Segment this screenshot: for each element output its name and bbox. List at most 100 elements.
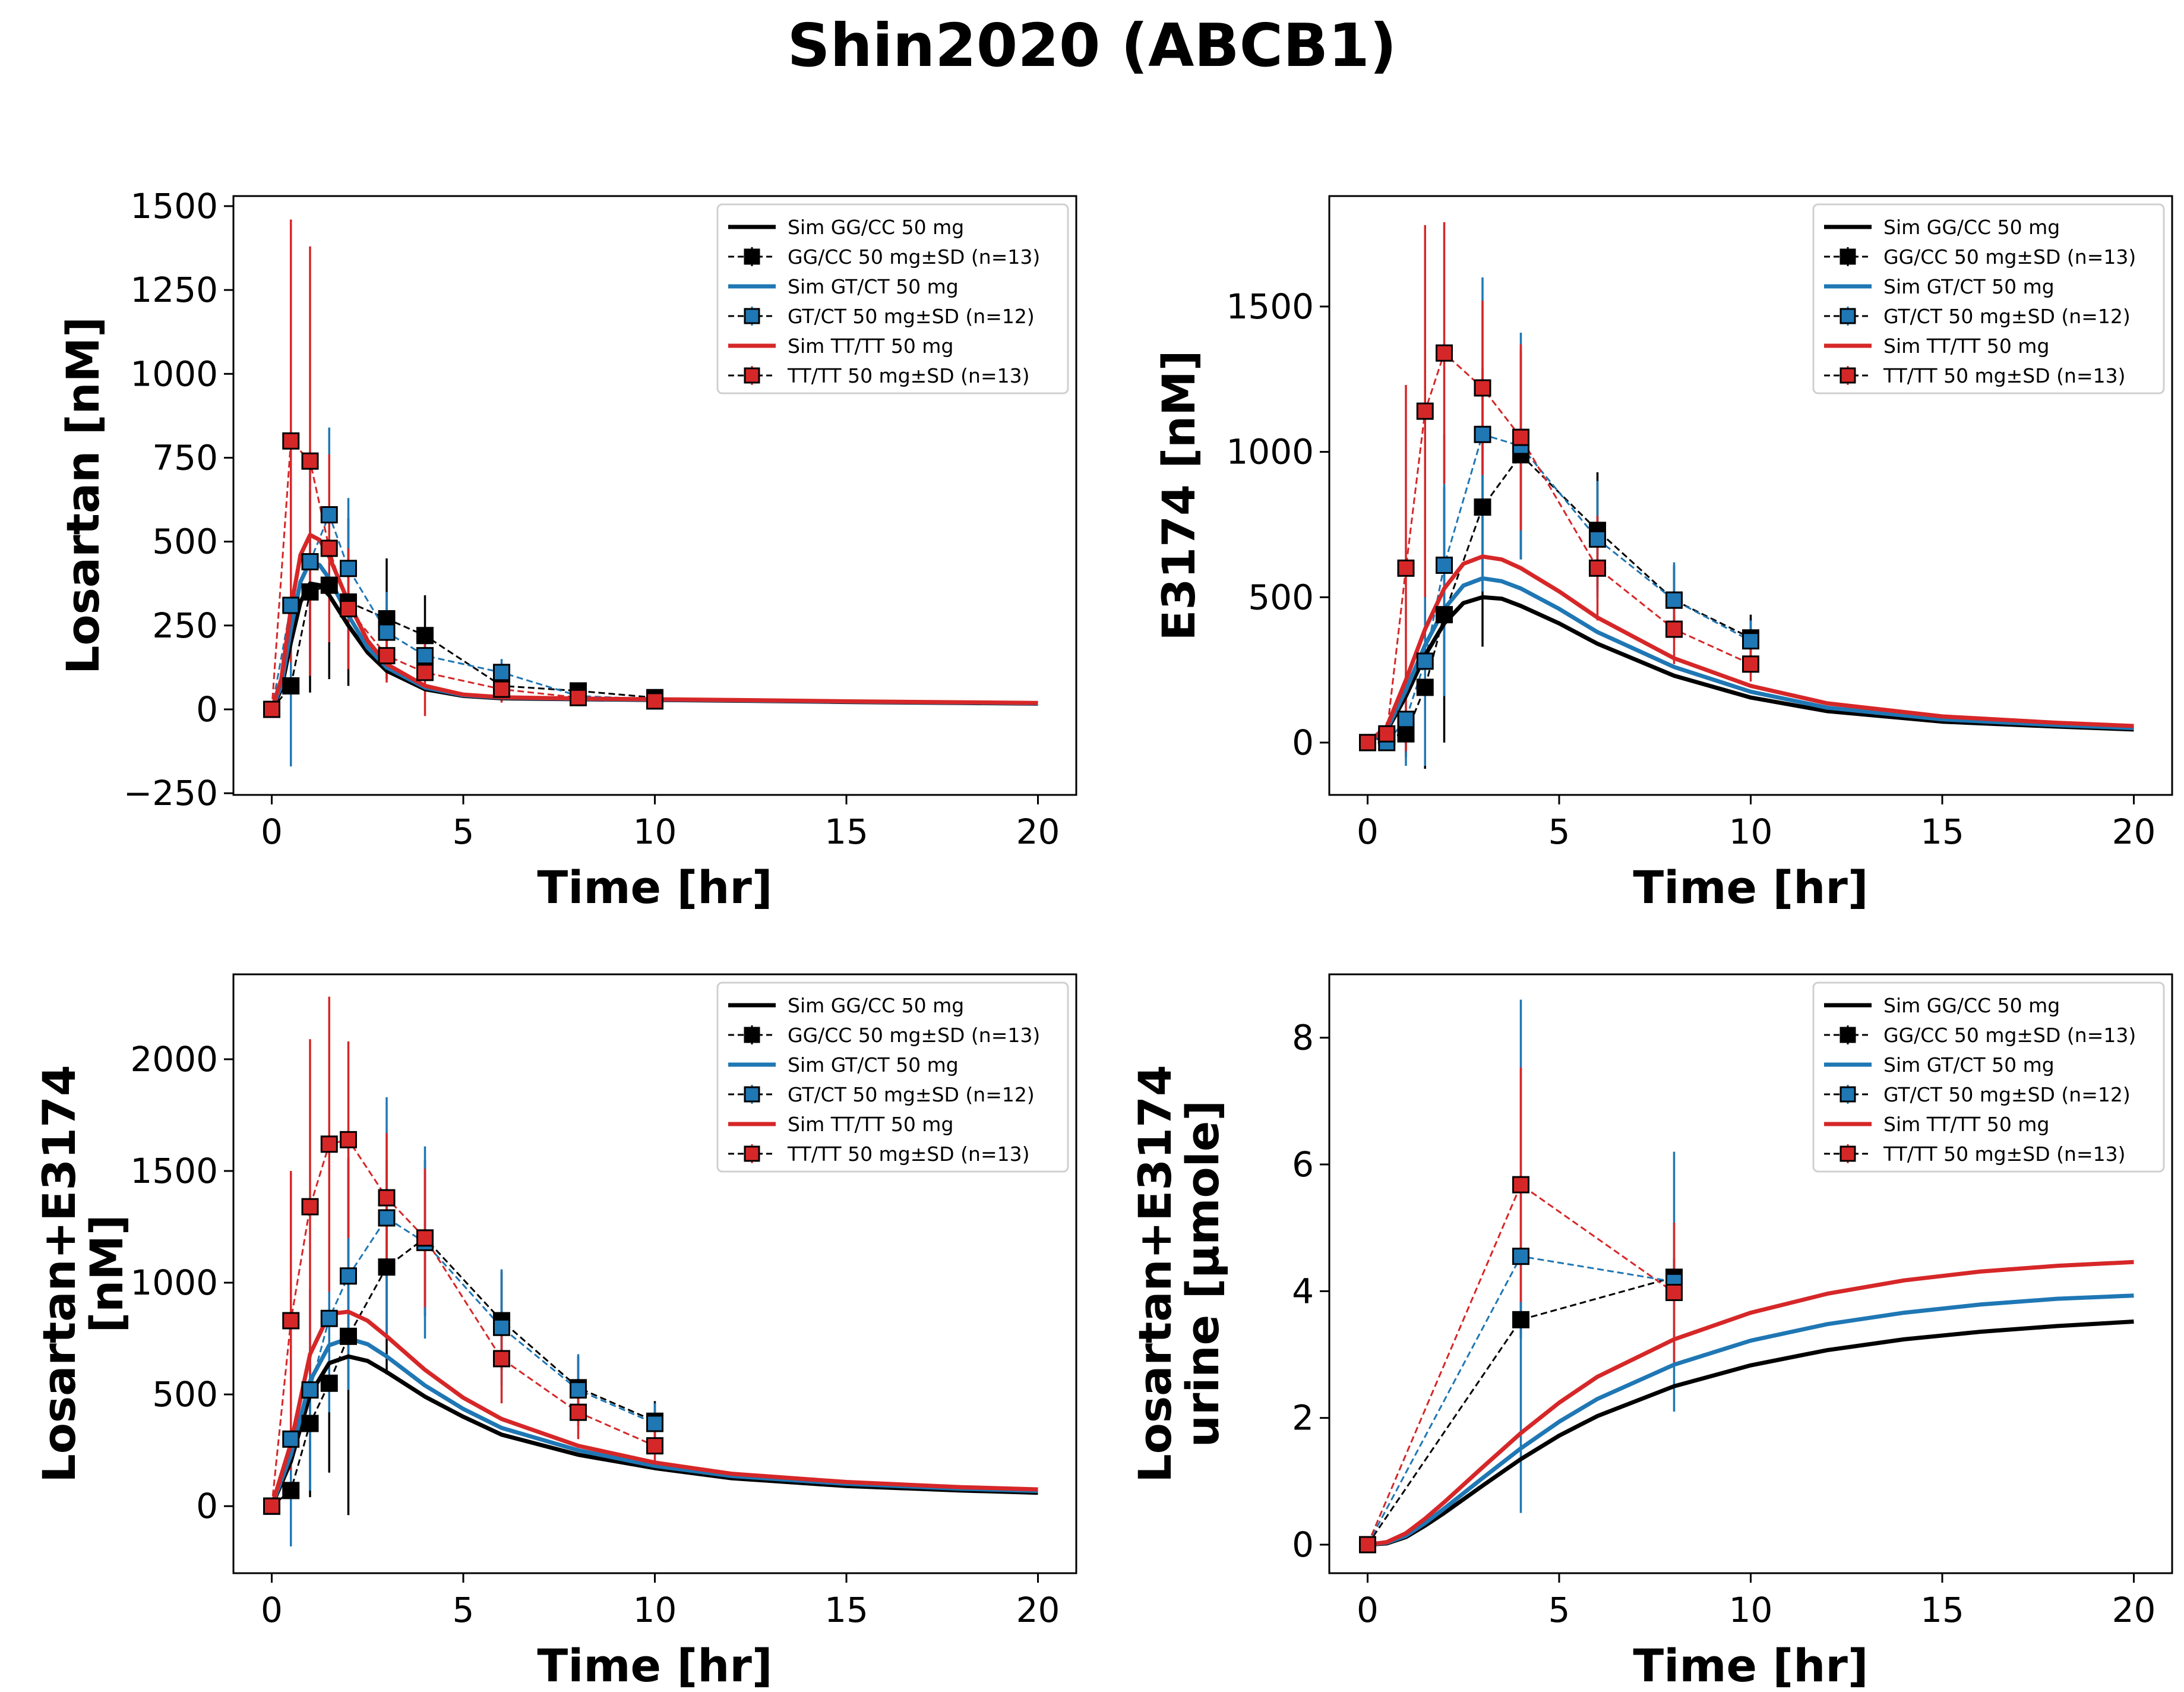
data-point xyxy=(570,1381,587,1399)
axes-frame xyxy=(232,195,1077,796)
x-tick-label: 15 xyxy=(1920,812,1964,852)
axes-frame xyxy=(232,973,1077,1574)
legend-marker-swatch xyxy=(744,367,760,384)
data-point xyxy=(1665,591,1683,609)
sim-line-tt-tt xyxy=(1367,1259,2134,1547)
axes-frame xyxy=(1328,195,2173,796)
plot-area xyxy=(263,219,1038,766)
x-tick-label: 20 xyxy=(2112,1590,2156,1630)
data-point xyxy=(378,647,396,665)
data-point xyxy=(301,1381,319,1399)
data-point xyxy=(340,1267,357,1285)
data-point xyxy=(320,506,338,523)
data-point xyxy=(301,553,319,571)
legend-label: Sim GT/CT 50 mg xyxy=(1883,275,2055,298)
data-point xyxy=(570,689,587,706)
figure-title: Shin2020 (ABCB1) xyxy=(787,11,1397,80)
data-point xyxy=(1742,655,1759,673)
y-tick-label: −250 xyxy=(124,773,218,813)
data-point xyxy=(416,664,434,681)
data-point xyxy=(1397,559,1415,577)
y-tick-label: 500 xyxy=(152,522,218,562)
observed-line-gg-cc xyxy=(1367,1276,1674,1545)
y-tick-label: 2000 xyxy=(130,1039,218,1079)
data-point xyxy=(301,1198,319,1216)
data-point xyxy=(282,432,300,450)
x-tick-label: 10 xyxy=(633,1590,677,1630)
legend-label: TT/TT 50 mg±SD (n=13) xyxy=(787,1142,1029,1166)
x-axis-label: Time [hr] xyxy=(537,1639,772,1692)
x-axis-label: Time [hr] xyxy=(537,861,772,914)
data-point xyxy=(320,1135,338,1153)
x-tick-label: 5 xyxy=(1548,1590,1570,1630)
y-axis-label: Losartan+E3174 xyxy=(1129,1065,1181,1482)
legend-label: Sim TT/TT 50 mg xyxy=(1883,334,2049,358)
y-tick-label: 0 xyxy=(196,689,218,730)
legend-label: Sim TT/TT 50 mg xyxy=(788,1113,953,1136)
observed-line-gg-cc xyxy=(271,584,655,710)
data-point xyxy=(493,1318,510,1336)
legend-marker-swatch xyxy=(744,1086,760,1103)
data-point xyxy=(1665,1283,1683,1301)
sim-line-tt-tt xyxy=(270,1309,1038,1507)
data-point xyxy=(1512,1176,1529,1194)
data-point xyxy=(282,677,300,695)
legend-marker-swatch xyxy=(744,1145,760,1162)
data-point xyxy=(493,664,510,681)
data-point xyxy=(263,1497,280,1515)
data-point xyxy=(282,1312,300,1330)
observed-line-tt-tt xyxy=(271,438,655,710)
observed-line-gt-ct xyxy=(271,512,655,710)
data-point xyxy=(301,1415,319,1432)
data-point xyxy=(1742,632,1759,650)
legend-label: GG/CC 50 mg±SD (n=13) xyxy=(1883,1024,2136,1047)
y-tick-label: 1000 xyxy=(130,353,218,394)
x-axis-label: Time [hr] xyxy=(1633,861,1868,914)
observed-line-tt-tt xyxy=(271,1138,656,1507)
legend: Sim GG/CC 50 mg GG/CC 50 mg±SD (n=13) Sim … xyxy=(1812,981,2165,1173)
y-tick-label: 1500 xyxy=(130,1151,218,1191)
data-point xyxy=(340,1131,357,1148)
y-tick-label: 500 xyxy=(1248,577,1314,617)
data-point xyxy=(570,1403,587,1421)
x-tick-label: 10 xyxy=(1729,1590,1773,1630)
data-point xyxy=(320,539,338,557)
data-point xyxy=(378,1209,396,1227)
legend-label: GT/CT 50 mg±SD (n=12) xyxy=(1883,1083,2131,1106)
data-point xyxy=(1512,428,1529,446)
y-axis-label: Losartan [nM] xyxy=(56,317,109,674)
y-axis-label: E3174 [nM] xyxy=(1152,350,1205,640)
x-tick-label: 15 xyxy=(824,1590,868,1630)
legend: Sim GG/CC 50 mg GG/CC 50 mg±SD (n=13) Sim … xyxy=(716,981,1069,1173)
y-tick-label: 1000 xyxy=(130,1262,218,1303)
x-tick-label: 0 xyxy=(261,812,283,852)
data-point xyxy=(1589,530,1606,548)
data-point xyxy=(646,692,663,710)
data-point xyxy=(1589,559,1606,577)
data-point xyxy=(1416,678,1434,696)
plot-area xyxy=(1359,999,2134,1554)
observed-line-gt-ct xyxy=(1367,433,1752,744)
legend-label: GG/CC 50 mg±SD (n=13) xyxy=(1883,245,2136,269)
x-tick-label: 0 xyxy=(1357,1590,1379,1630)
chart-panel-3: 0 5 10 15 20 0 500 1000 1500 2000 Time [hr] Losarta… xyxy=(33,973,1077,1692)
data-point xyxy=(1359,1536,1376,1554)
legend-label: Sim GT/CT 50 mg xyxy=(788,1053,959,1077)
x-tick-label: 0 xyxy=(1357,812,1379,852)
y-tick-label: 500 xyxy=(152,1374,218,1415)
legend: Sim GG/CC 50 mg GG/CC 50 mg±SD (n=13) Sim … xyxy=(1812,203,2165,394)
y-tick-label: 6 xyxy=(1292,1144,1314,1185)
legend-box xyxy=(716,981,1069,1173)
data-point xyxy=(1416,652,1434,670)
x-tick-label: 5 xyxy=(1548,812,1570,852)
x-tick-label: 20 xyxy=(1016,1590,1060,1630)
legend-marker-swatch xyxy=(744,308,760,324)
chart-panel-1: 0 5 10 15 20 −250 0 250 500 750 1000 1250 1500 Time [… xyxy=(56,186,1077,914)
legend-marker-swatch xyxy=(1840,367,1856,384)
data-point xyxy=(1512,1248,1529,1265)
x-tick-label: 20 xyxy=(2112,812,2156,852)
y-tick-label: 0 xyxy=(1292,722,1314,763)
x-tick-label: 15 xyxy=(1920,1590,1964,1630)
observed-line-tt-tt xyxy=(1367,1183,1675,1545)
y-tick-label: 0 xyxy=(1292,1524,1314,1565)
